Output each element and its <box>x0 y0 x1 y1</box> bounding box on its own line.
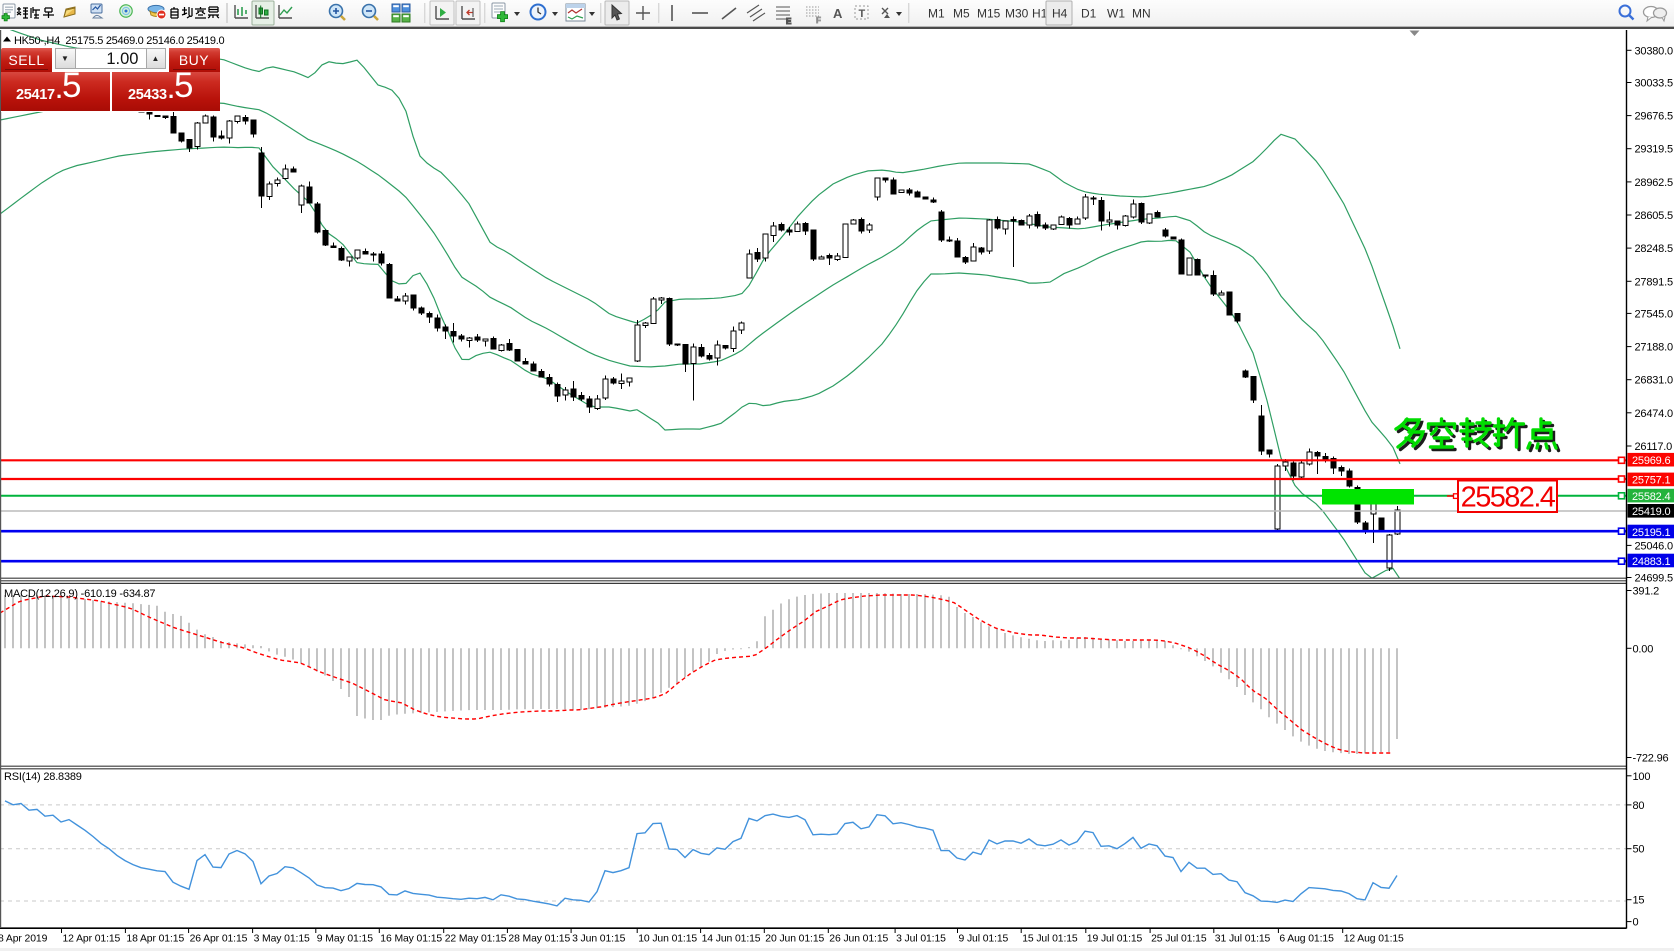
svg-text:14 Jun 01:15: 14 Jun 01:15 <box>702 934 761 945</box>
svg-text:MN: MN <box>1132 7 1151 21</box>
svg-text:12 Apr 01:15: 12 Apr 01:15 <box>63 934 121 945</box>
svg-text:100: 100 <box>1633 771 1651 783</box>
svg-text:M30: M30 <box>1005 7 1029 21</box>
svg-text:12 Aug 01:15: 12 Aug 01:15 <box>1344 934 1404 945</box>
svg-text:6 Aug 01:15: 6 Aug 01:15 <box>1279 934 1334 945</box>
svg-text:M1: M1 <box>928 7 945 21</box>
svg-text:25582.4: 25582.4 <box>1461 482 1556 514</box>
svg-text:10 Jun 01:15: 10 Jun 01:15 <box>638 934 697 945</box>
svg-text:29319.5: 29319.5 <box>1635 144 1673 156</box>
svg-text:9 Jul 01:15: 9 Jul 01:15 <box>959 934 1009 945</box>
svg-text:29676.5: 29676.5 <box>1635 111 1673 123</box>
svg-text:3 Jul 01:15: 3 Jul 01:15 <box>896 934 946 945</box>
svg-text:18 Apr 01:15: 18 Apr 01:15 <box>126 934 184 945</box>
svg-text:M5: M5 <box>953 7 970 21</box>
svg-text:3 May 01:15: 3 May 01:15 <box>254 934 310 945</box>
svg-text:391.2: 391.2 <box>1633 586 1660 598</box>
svg-text:9 May 01:15: 9 May 01:15 <box>317 934 373 945</box>
svg-text:30033.5: 30033.5 <box>1635 78 1673 90</box>
svg-text:28605.5: 28605.5 <box>1635 210 1673 222</box>
svg-text:22 May 01:15: 22 May 01:15 <box>445 934 507 945</box>
svg-text:HK50-,H4 25175.5 25469.0 2514: HK50-,H4 25175.5 25469.0 25146.0 25419.0 <box>14 35 225 47</box>
svg-text:RSI(14) 28.8389: RSI(14) 28.8389 <box>4 771 82 783</box>
svg-text:26 Apr 01:15: 26 Apr 01:15 <box>190 934 248 945</box>
svg-text:T: T <box>859 8 866 20</box>
svg-text:MACD(12,26,9) -610.19 -634.87: MACD(12,26,9) -610.19 -634.87 <box>4 588 155 600</box>
svg-text:28248.5: 28248.5 <box>1635 243 1673 255</box>
svg-text:15 Jul 01:15: 15 Jul 01:15 <box>1022 934 1078 945</box>
svg-text:27188.0: 27188.0 <box>1635 342 1673 354</box>
svg-text:30380.0: 30380.0 <box>1635 45 1673 57</box>
svg-text:25969.6: 25969.6 <box>1632 455 1670 467</box>
svg-text:25195.1: 25195.1 <box>1632 527 1670 539</box>
svg-text:26117.0: 26117.0 <box>1635 441 1673 453</box>
svg-text:16 May 01:15: 16 May 01:15 <box>380 934 442 945</box>
svg-text:W1: W1 <box>1107 7 1125 21</box>
svg-text:-722.96: -722.96 <box>1633 753 1669 765</box>
svg-text:27545.0: 27545.0 <box>1635 308 1673 320</box>
svg-text:H4: H4 <box>1052 7 1068 21</box>
svg-text:19 Jul 01:15: 19 Jul 01:15 <box>1087 934 1143 945</box>
svg-text:15: 15 <box>1633 895 1645 907</box>
svg-text:D1: D1 <box>1081 7 1097 21</box>
svg-text:20 Jun 01:15: 20 Jun 01:15 <box>765 934 824 945</box>
svg-text:26831.0: 26831.0 <box>1635 375 1673 387</box>
svg-text:0: 0 <box>1633 917 1639 929</box>
svg-text:3 Jun 01:15: 3 Jun 01:15 <box>572 934 626 945</box>
svg-text:50: 50 <box>1633 844 1645 856</box>
svg-text:25 Jul 01:15: 25 Jul 01:15 <box>1151 934 1207 945</box>
svg-text:25582.4: 25582.4 <box>1632 491 1670 503</box>
svg-text:8 Apr 2019: 8 Apr 2019 <box>0 934 48 945</box>
svg-text:25757.1: 25757.1 <box>1632 475 1670 487</box>
svg-text:E: E <box>786 17 792 26</box>
svg-text:25046.0: 25046.0 <box>1635 540 1673 552</box>
svg-text:M15: M15 <box>977 7 1001 21</box>
svg-text:25419.0: 25419.0 <box>1632 506 1670 518</box>
svg-text:31 Jul 01:15: 31 Jul 01:15 <box>1215 934 1271 945</box>
svg-text:80: 80 <box>1633 800 1645 812</box>
svg-text:24699.5: 24699.5 <box>1635 573 1673 585</box>
svg-text:0.00: 0.00 <box>1633 643 1654 655</box>
svg-text:A: A <box>833 6 843 21</box>
svg-text:27891.5: 27891.5 <box>1635 276 1673 288</box>
svg-text:H1: H1 <box>1032 7 1048 21</box>
svg-text:F: F <box>816 16 821 25</box>
svg-text:28962.5: 28962.5 <box>1635 177 1673 189</box>
svg-text:26 Jun 01:15: 26 Jun 01:15 <box>829 934 888 945</box>
svg-text:24883.1: 24883.1 <box>1632 556 1670 568</box>
svg-text:26474.0: 26474.0 <box>1635 408 1673 420</box>
svg-text:28 May 01:15: 28 May 01:15 <box>508 934 570 945</box>
